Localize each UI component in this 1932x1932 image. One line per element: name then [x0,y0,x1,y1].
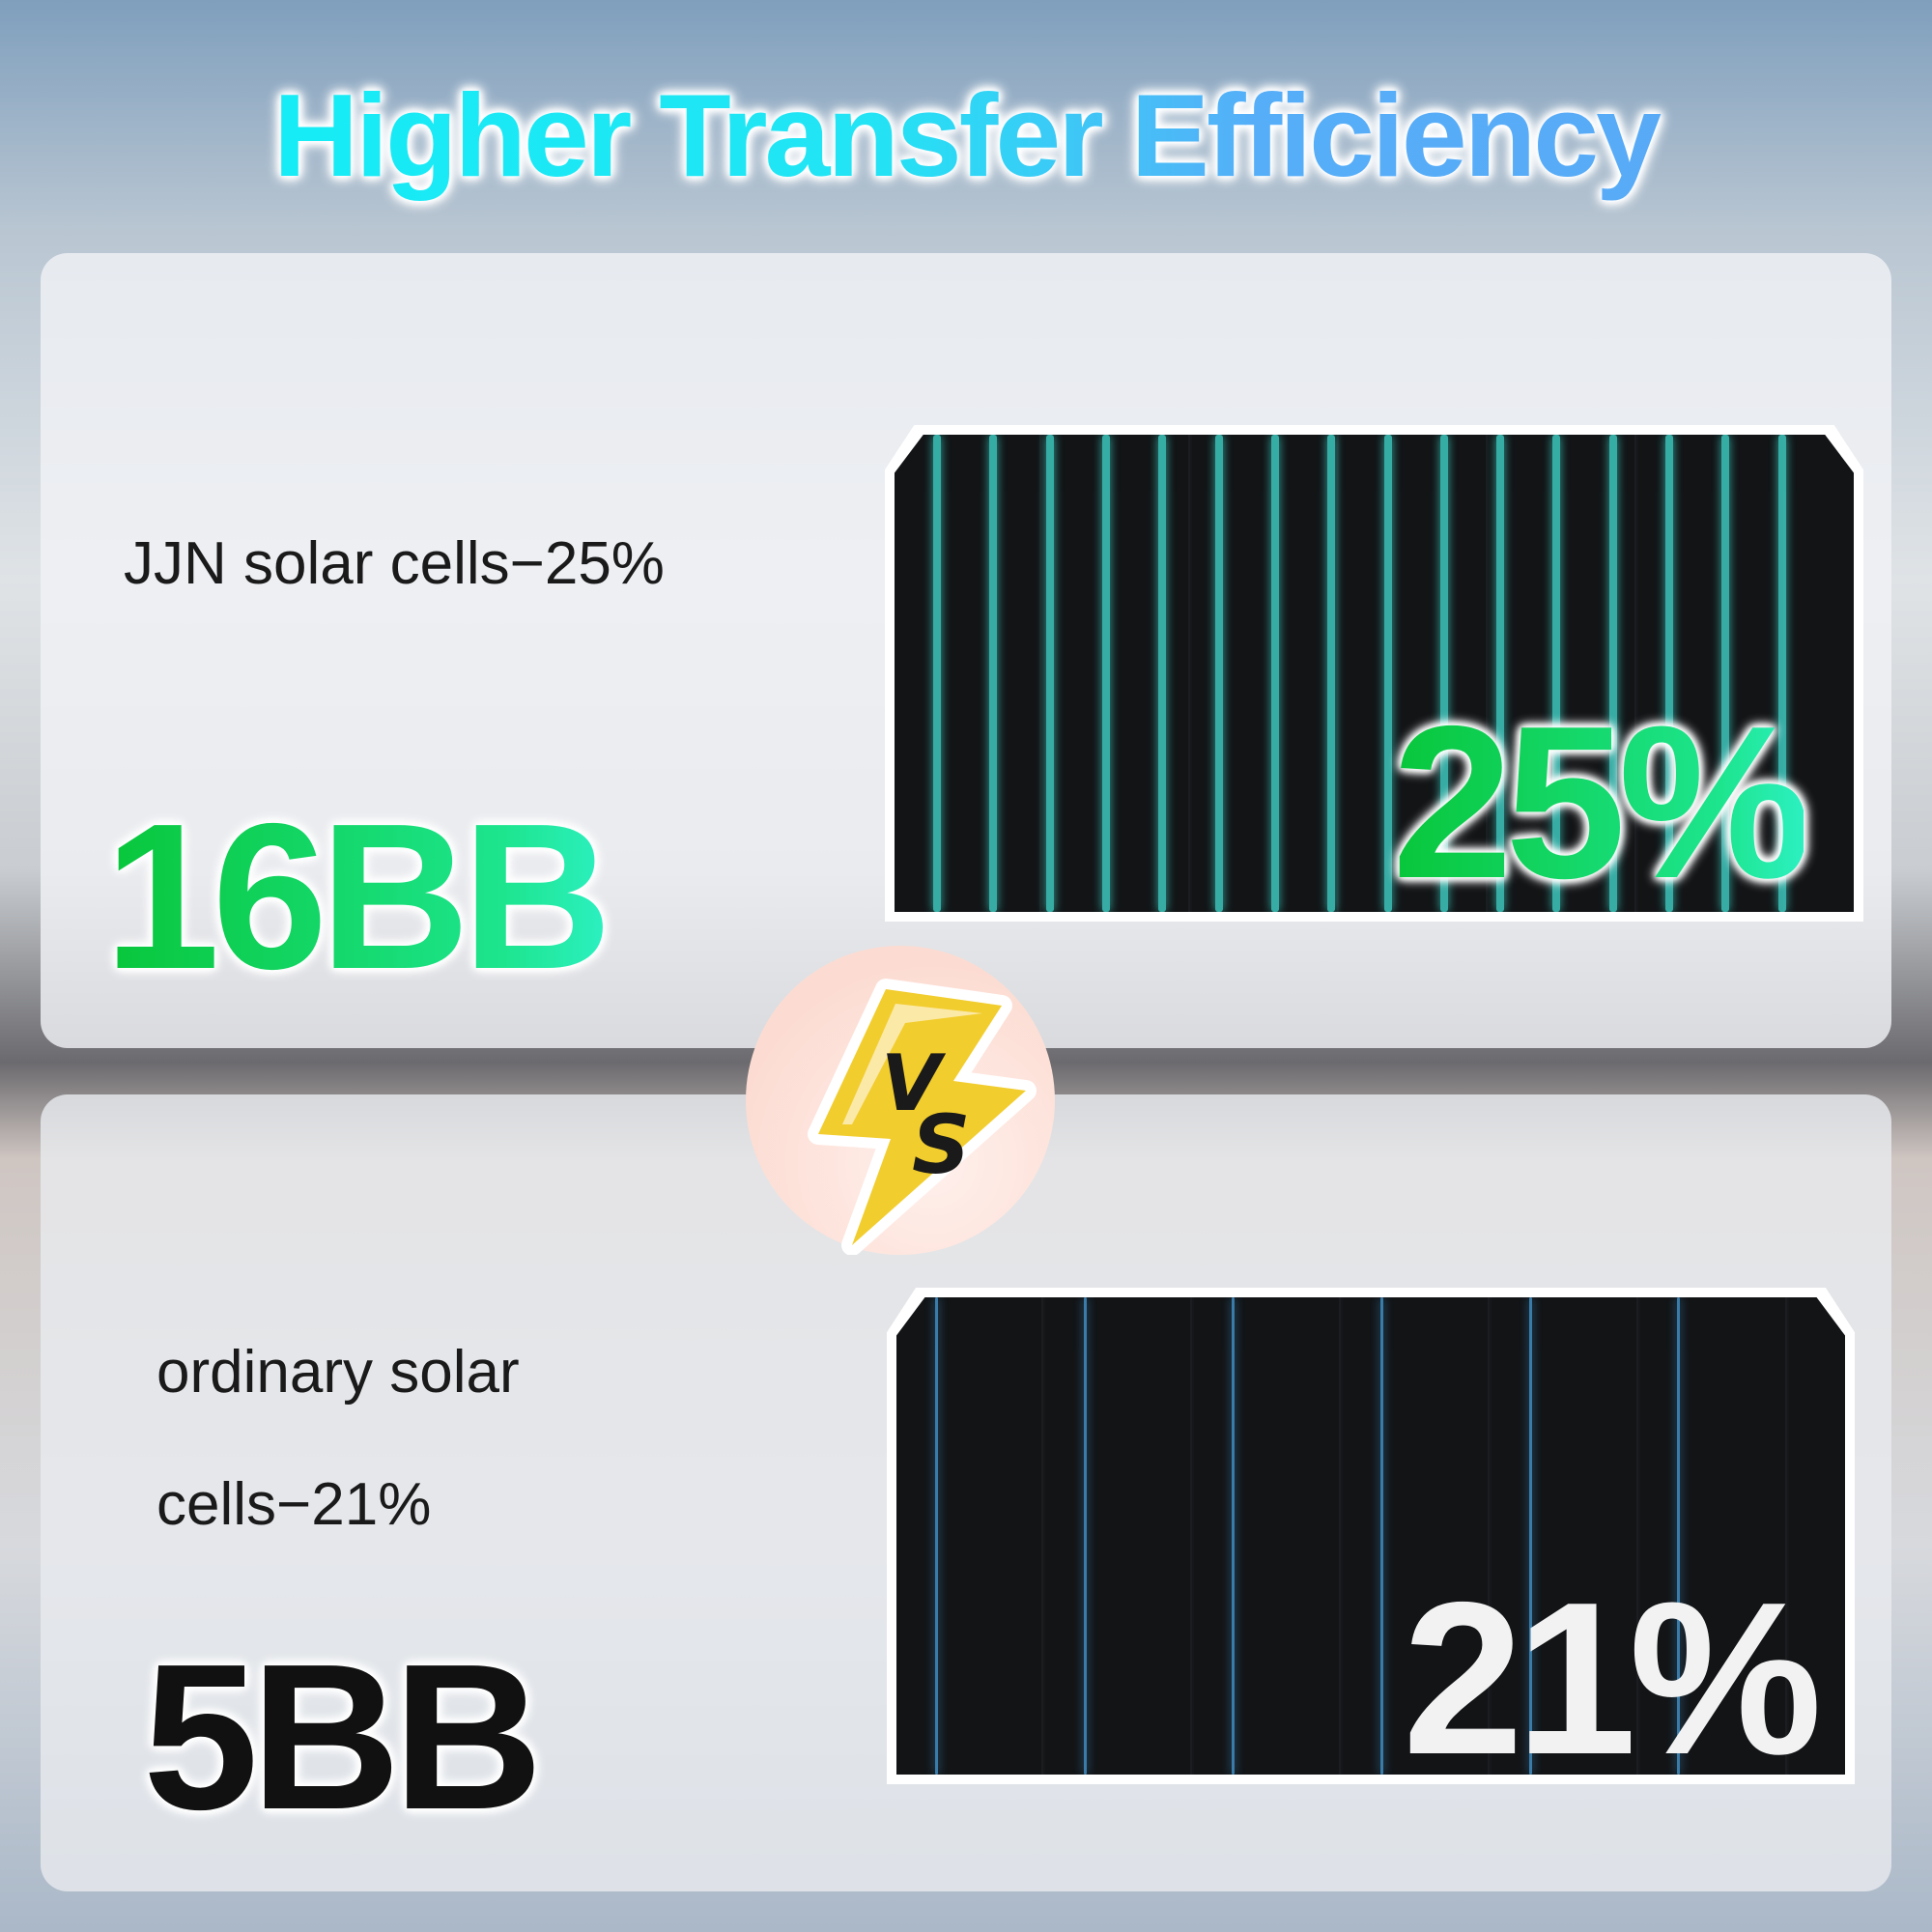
current-streak [1677,1297,1681,1775]
ordinary-solar-cell-image [887,1288,1855,1784]
current-streak [1327,435,1336,912]
current-streak [1721,435,1730,912]
vs-text: V [881,1038,947,1128]
current-streak [1380,1297,1383,1775]
current-streak [1083,1297,1087,1775]
lightning-bolt-icon: V S [808,979,1037,1256]
current-streak [1528,1297,1532,1775]
current-streak [935,1297,938,1775]
svg-text:S: S [912,1097,971,1192]
current-streak [1777,435,1786,912]
vs-badge: V S [746,946,1055,1256]
ordinary-label-line2: cells−21% [156,1471,432,1538]
jjn-efficiency: 25% [1392,680,1811,923]
current-streak [933,435,941,912]
current-streak [1552,435,1561,912]
page-title: Higher Transfer Efficiency [0,68,1932,203]
jjn-label: JJN solar cells−25% [124,530,665,597]
current-streak [1158,435,1167,912]
ordinary-efficiency: 21% [1403,1556,1822,1800]
ordinary-label-line1: ordinary solar [156,1339,520,1406]
current-streak [1045,435,1054,912]
current-streak [1101,435,1110,912]
jjn-busbars: 16BB [104,780,612,1012]
current-streak [1214,435,1223,912]
current-streak [1270,435,1279,912]
current-streak [1232,1297,1236,1775]
current-streak [1665,435,1674,912]
current-streak [1439,435,1448,912]
jjn-solar-cell-image [885,425,1863,922]
current-streak [989,435,998,912]
ordinary-busbars: 5BB [143,1620,543,1853]
current-streak [1496,435,1505,912]
current-streak [1608,435,1617,912]
current-streak [1383,435,1392,912]
